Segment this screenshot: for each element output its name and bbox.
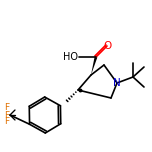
Text: F: F — [4, 104, 10, 112]
Text: F: F — [4, 111, 10, 119]
Polygon shape — [91, 57, 97, 75]
Text: F: F — [4, 117, 10, 126]
Text: HO: HO — [63, 52, 78, 62]
Text: N: N — [113, 78, 121, 88]
Text: O: O — [104, 41, 112, 51]
